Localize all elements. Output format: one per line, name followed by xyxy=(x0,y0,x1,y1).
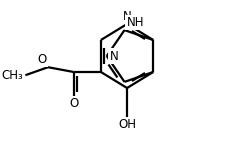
Text: CH₃: CH₃ xyxy=(2,69,23,82)
Text: O: O xyxy=(38,53,47,66)
Text: OH: OH xyxy=(118,118,136,131)
Text: O: O xyxy=(69,97,78,110)
Text: N: N xyxy=(123,10,131,23)
Text: N: N xyxy=(109,49,118,62)
Text: NH: NH xyxy=(126,16,144,29)
